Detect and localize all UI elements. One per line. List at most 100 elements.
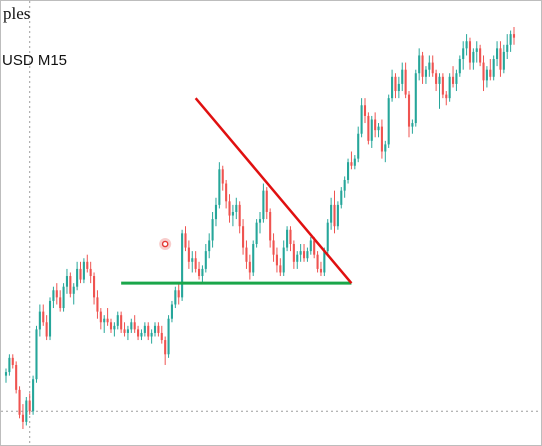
candle — [431, 55, 434, 77]
candle-body — [272, 240, 275, 255]
candle-body — [465, 41, 468, 49]
candle-body — [353, 158, 356, 166]
candle-body — [38, 311, 41, 330]
candle-body — [299, 251, 302, 255]
candle — [62, 283, 65, 312]
candle — [438, 73, 441, 109]
candle-body — [482, 62, 485, 81]
candle — [143, 322, 146, 337]
candle-body — [76, 268, 79, 287]
signal-marker-dot — [161, 240, 169, 248]
candle — [496, 41, 499, 67]
candle — [72, 283, 75, 305]
candle-body — [489, 69, 492, 77]
candle — [99, 308, 102, 330]
candle-body — [191, 258, 194, 262]
candle-body — [4, 372, 8, 376]
candle — [116, 311, 119, 330]
candle-body — [65, 276, 69, 287]
candle — [411, 119, 414, 134]
candle — [360, 98, 363, 138]
candle-body — [391, 76, 394, 99]
candle — [86, 254, 89, 273]
candle-body — [282, 247, 285, 273]
candle — [299, 244, 302, 262]
candle — [106, 308, 109, 326]
candle — [82, 258, 85, 284]
candle — [401, 62, 404, 92]
candle-body — [45, 322, 48, 337]
candle-body — [18, 389, 21, 415]
candle-body — [160, 332, 163, 341]
candle-body — [133, 322, 136, 330]
candle — [25, 396, 28, 426]
candle — [59, 290, 62, 312]
candle — [509, 30, 512, 52]
candle — [248, 254, 251, 280]
candle — [306, 247, 309, 262]
candle-body — [367, 115, 370, 141]
candle — [204, 244, 207, 273]
candle-body — [225, 183, 228, 202]
candle — [397, 76, 400, 99]
candle-body — [35, 329, 38, 380]
candle — [424, 66, 427, 84]
candle-body — [286, 229, 289, 248]
candle — [472, 48, 475, 70]
candle-body — [143, 325, 146, 333]
candle — [103, 315, 106, 333]
candle — [137, 325, 140, 341]
candle — [428, 55, 431, 77]
candle — [343, 176, 346, 198]
candle — [319, 261, 323, 277]
candle — [292, 240, 295, 269]
candle — [418, 48, 421, 81]
candle-body — [275, 254, 278, 266]
candle-body — [292, 244, 295, 262]
candle — [225, 179, 228, 209]
candle-body — [106, 318, 109, 323]
candle — [191, 251, 194, 273]
candle-body — [468, 41, 472, 63]
candle-body — [187, 247, 190, 262]
candle — [89, 261, 92, 284]
candle — [147, 322, 150, 341]
candle — [330, 197, 333, 230]
candle-body — [499, 48, 502, 70]
candle-body — [360, 105, 363, 134]
candle — [167, 315, 170, 358]
candle-body — [99, 311, 102, 323]
candle-body — [377, 126, 380, 131]
candle-body — [479, 48, 482, 63]
candle — [370, 115, 373, 148]
candle — [153, 322, 157, 337]
candle-body — [448, 76, 451, 99]
candle — [262, 183, 265, 223]
candle-body — [458, 59, 461, 74]
candle-body — [330, 204, 333, 223]
candle-body — [323, 251, 326, 273]
candle — [363, 98, 367, 124]
candle-body — [316, 254, 319, 269]
candle-body — [48, 300, 52, 337]
candle — [109, 318, 113, 333]
candle-body — [126, 329, 129, 333]
candle — [380, 119, 383, 159]
candle — [350, 151, 353, 170]
candle — [336, 201, 339, 230]
candle-body — [347, 162, 350, 180]
candle-body — [455, 73, 458, 84]
candle-body — [221, 169, 224, 184]
candle — [468, 37, 472, 70]
candle — [391, 69, 394, 102]
candle — [333, 190, 336, 234]
candle — [235, 197, 238, 220]
candle-body — [418, 55, 421, 74]
candle — [35, 325, 38, 383]
candle-body — [55, 290, 58, 298]
candle-body — [86, 261, 89, 269]
candle — [201, 265, 204, 284]
candle — [441, 73, 444, 99]
candle-body — [167, 318, 170, 355]
